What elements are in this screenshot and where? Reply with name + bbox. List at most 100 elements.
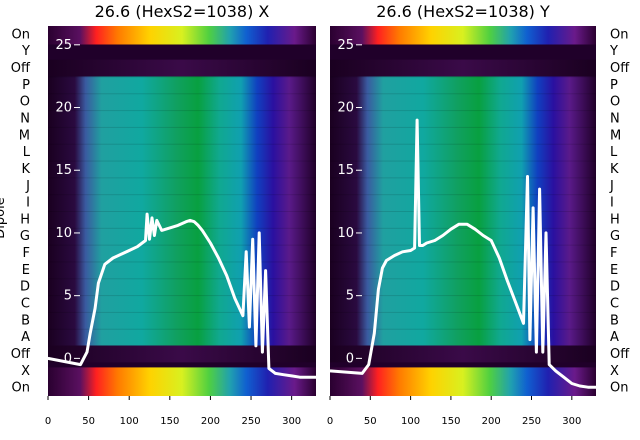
y-tick-label: 5	[64, 289, 72, 304]
dipole-label: On	[610, 381, 628, 396]
x-tick-label: 300	[282, 416, 301, 427]
data-point	[155, 219, 159, 222]
heatmap-row-divider	[48, 261, 316, 263]
dipole-label: A	[21, 330, 30, 345]
data-point	[457, 222, 461, 226]
heatmap	[48, 26, 316, 396]
heatmap-row-divider	[48, 311, 316, 313]
data-point	[89, 332, 92, 335]
data-point	[306, 375, 310, 379]
data-point	[111, 256, 115, 260]
dipole-label: J	[609, 179, 614, 194]
data-point	[377, 288, 380, 291]
y-tick-label: 10	[337, 226, 354, 241]
dipole-label: N	[610, 112, 620, 127]
heatmap-row-divider	[330, 194, 596, 196]
heatmap-row-divider	[48, 328, 316, 330]
heatmap-row-divider	[330, 244, 596, 246]
data-point	[409, 249, 412, 252]
data-point	[522, 322, 525, 325]
data-point	[393, 254, 396, 257]
x-tick-label: 200	[482, 416, 501, 427]
data-point	[421, 244, 424, 247]
data-point	[244, 250, 248, 253]
data-point	[176, 224, 180, 227]
data-point	[188, 219, 192, 222]
chart-panel-1: 26.6 (HexS2=1038) X On Y Off PONMLKJIHGFEDCB…	[11, 2, 318, 427]
heatmap	[330, 26, 596, 396]
heatmap-row-divider	[330, 76, 596, 78]
heatmap-row-divider	[48, 211, 316, 212]
data-point	[570, 382, 574, 385]
data-point	[433, 239, 436, 242]
data-point	[153, 234, 156, 237]
heatmap-band-main	[48, 76, 316, 346]
y-tick-label: 20	[337, 101, 354, 116]
data-point	[385, 259, 388, 262]
data-point	[498, 256, 501, 260]
dipole-label: Off	[11, 61, 31, 76]
y-axis-label: Dipole	[0, 197, 8, 238]
heatmap-row-divider	[330, 295, 596, 297]
data-point	[473, 227, 477, 231]
dipole-label: J	[25, 179, 30, 194]
x-tick-label: 200	[201, 416, 220, 427]
data-point	[233, 296, 236, 300]
data-point	[531, 206, 535, 210]
data-point	[535, 350, 538, 354]
dipole-label: L	[23, 145, 31, 160]
x-tick-label: 150	[441, 416, 460, 427]
data-point	[413, 246, 416, 250]
data-point	[554, 369, 557, 373]
dipole-label: E	[610, 263, 618, 278]
heatmap-row-divider	[330, 126, 596, 128]
data-point	[514, 300, 517, 304]
data-point	[290, 374, 293, 378]
data-point	[594, 386, 598, 389]
data-point	[562, 375, 565, 379]
dipole-label: C	[21, 297, 30, 312]
data-point	[274, 372, 277, 375]
x-tick-label: 50	[82, 416, 95, 427]
x-tick-label: 50	[364, 416, 377, 427]
data-point	[248, 325, 251, 329]
heatmap-row-divider	[330, 93, 596, 95]
data-point	[328, 369, 332, 373]
heatmap-row-divider	[48, 177, 316, 179]
dipole-label: A	[610, 330, 619, 345]
data-point	[401, 250, 404, 253]
dipole-label: P	[22, 78, 30, 93]
dipole-label: On	[12, 381, 30, 396]
x-tick-label: 100	[120, 416, 139, 427]
data-point	[261, 350, 264, 354]
heatmap-band-top	[48, 26, 316, 45]
data-point	[168, 226, 172, 230]
data-point	[197, 224, 200, 227]
data-point	[528, 338, 532, 341]
dipole-label: G	[20, 229, 30, 244]
y-tick-label: 15	[55, 163, 72, 178]
heatmap-row-divider	[330, 278, 596, 280]
data-point	[160, 229, 163, 232]
dipole-label: On	[12, 27, 30, 42]
chart-panel-2: 26.6 (HexS2=1038) Y On Y Off PONMLKJIHGFEDCB…	[327, 2, 630, 427]
heatmap-row-divider	[330, 211, 596, 212]
data-point	[184, 220, 188, 223]
data-point	[93, 307, 97, 310]
series-line	[47, 212, 316, 379]
data-point	[225, 274, 228, 277]
heatmap-row-divider	[330, 110, 596, 112]
heatmap-band-off-bottom	[330, 345, 596, 363]
dipole-label: Y	[21, 44, 30, 59]
dipole-label: H	[20, 212, 30, 227]
data-point	[209, 241, 212, 245]
data-point	[465, 222, 469, 226]
dipole-label: C	[610, 297, 619, 312]
heatmap-row-divider	[330, 143, 596, 145]
data-point	[201, 229, 204, 232]
heatmap-band-top	[330, 26, 596, 45]
data-point	[144, 239, 147, 242]
heatmap-row-divider	[48, 76, 316, 78]
dipole-label: B	[21, 313, 30, 328]
